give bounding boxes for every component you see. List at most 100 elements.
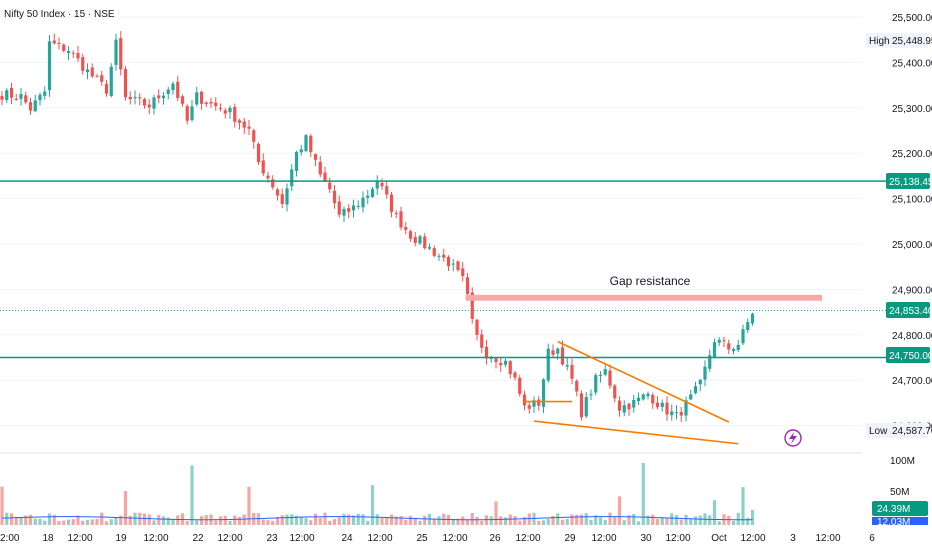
volume-bar — [380, 517, 384, 525]
candle-body — [38, 94, 42, 101]
candles — [0, 30, 755, 423]
candle-body — [399, 211, 403, 228]
volume-bar — [147, 514, 151, 525]
volume-bar — [518, 520, 522, 525]
volume-bars — [0, 463, 755, 525]
low-value: 24,587.70 — [892, 426, 932, 437]
volume-bar — [142, 513, 147, 525]
current-price-tag: 24,853.40 — [886, 302, 932, 318]
price-tick: 24,700.00 — [892, 376, 932, 387]
lightning-icon[interactable] — [784, 429, 802, 447]
candle-body — [427, 247, 432, 249]
volume-bar — [285, 514, 289, 525]
candle-body — [123, 69, 128, 98]
volume-bar — [171, 519, 175, 525]
gap-resistance-zone[interactable] — [465, 294, 823, 301]
candle-body — [489, 357, 493, 359]
candle-body — [584, 397, 588, 417]
candle-body — [370, 189, 375, 197]
volume-bar — [9, 513, 14, 525]
volume-bar — [570, 514, 574, 525]
candle-body — [475, 319, 479, 335]
candle-body — [570, 365, 574, 379]
candle-body — [361, 197, 365, 208]
candle-body — [575, 380, 579, 392]
gap-resistance-label: Gap resistance — [610, 274, 691, 288]
volume-bar — [727, 515, 731, 525]
price-axis[interactable]: 25,500.00 25,400.00 25,300.00 25,200.00 25,1… — [892, 13, 932, 433]
volume-bar — [271, 520, 275, 525]
time-tick: 12:00 — [815, 533, 840, 544]
wedge-lower-trendline[interactable] — [533, 420, 739, 445]
candle-body — [480, 334, 484, 348]
volume-bar — [627, 515, 631, 525]
volume-bar — [750, 509, 755, 525]
candle-body — [484, 346, 489, 359]
volume-bar — [328, 520, 332, 525]
volume-bar — [684, 514, 688, 525]
candle-body — [47, 41, 52, 91]
volume-bar — [532, 512, 536, 525]
time-tick: 22 — [192, 533, 204, 544]
volume-bar — [632, 513, 636, 525]
time-axis[interactable]: 2:00 18 12:00 19 12:00 22 12:00 23 12:00 24 12:00 2… — [0, 533, 875, 544]
candle-body — [176, 81, 180, 98]
candle-body — [252, 130, 256, 142]
candle-body — [513, 372, 517, 378]
volume-bar — [138, 512, 142, 525]
volume-bar — [598, 517, 603, 525]
candle-body — [731, 349, 736, 352]
candle-body — [309, 135, 313, 153]
time-tick: 12:00 — [591, 533, 616, 544]
time-tick: 23 — [266, 533, 278, 544]
time-tick: 12:00 — [367, 533, 392, 544]
candle-body — [446, 256, 451, 267]
candle-body — [0, 95, 4, 100]
volume-bar — [19, 517, 23, 525]
volume-bar — [176, 515, 180, 525]
volume-bar — [689, 518, 693, 525]
candle-body — [24, 95, 28, 103]
volume-bar — [693, 516, 698, 525]
candle-body — [109, 66, 113, 96]
volume-bar — [128, 515, 132, 525]
candle-body — [290, 169, 294, 187]
volume-bar — [470, 513, 474, 525]
candle-body — [28, 102, 33, 111]
low-badge: Low 24,587.70 — [866, 423, 932, 438]
volume-bar — [323, 512, 327, 525]
candle-body — [347, 208, 351, 212]
candle-body — [589, 394, 593, 396]
candle-body — [522, 394, 527, 406]
time-tick: 12:00 — [515, 533, 540, 544]
volume-bar — [556, 513, 560, 525]
level-upper-tag: 25,138.45 — [886, 173, 932, 189]
volume-bar — [437, 516, 441, 525]
candle-body — [218, 108, 223, 110]
volume-bar — [484, 515, 489, 525]
volume-bar — [38, 518, 42, 525]
volume-bar — [370, 485, 375, 525]
time-tick: 2:00 — [0, 533, 20, 544]
time-tick: 26 — [489, 533, 501, 544]
candle-body — [95, 75, 99, 77]
volume-bar — [76, 515, 80, 525]
candle-body — [161, 95, 166, 99]
candle-body — [432, 248, 436, 256]
volume-bar — [560, 519, 565, 525]
candle-body — [85, 69, 90, 73]
candle-body — [665, 402, 669, 415]
volume-bar — [589, 519, 593, 525]
candle-body — [499, 362, 503, 366]
candle-body — [655, 402, 660, 408]
wedge-upper-trendline[interactable] — [557, 340, 730, 423]
candle-body — [323, 172, 327, 182]
time-tick: 12:00 — [740, 533, 765, 544]
candle-body — [708, 355, 712, 369]
candle-body — [14, 98, 18, 100]
volume-bar — [57, 520, 61, 525]
volume-bar — [651, 514, 655, 525]
volume-bar — [28, 514, 33, 525]
volume-bar — [399, 516, 403, 525]
